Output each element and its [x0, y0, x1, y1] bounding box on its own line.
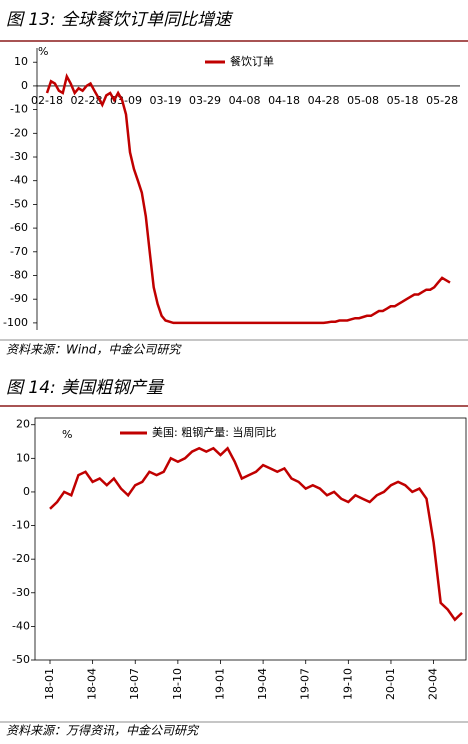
x-tick-label: 04-08 [229, 94, 261, 107]
y-tick-label: 0 [23, 485, 30, 498]
x-tick-label: 05-08 [347, 94, 379, 107]
x-tick-label: 05-28 [426, 94, 458, 107]
x-tick-label: 05-18 [387, 94, 419, 107]
y-tick-label: 0 [21, 79, 28, 92]
y-tick-label: -90 [10, 292, 28, 305]
source-note: 资料来源：万得资讯，中金公司研究 [6, 724, 200, 738]
y-tick-label: -60 [10, 221, 28, 234]
y-tick-label: -10 [10, 103, 28, 116]
y-tick-label: 20 [16, 418, 30, 431]
legend-label: 美国: 粗钢产量: 当周同比 [152, 425, 276, 439]
figure-title: 图 14: 美国粗钢产量 [6, 378, 165, 398]
y-tick-label: -30 [10, 150, 28, 163]
source-note: 资料来源：Wind，中金公司研究 [6, 343, 182, 357]
x-tick-label: 19-10 [341, 668, 354, 700]
y-tick-label: -20 [12, 552, 30, 565]
y-tick-label: 10 [16, 451, 30, 464]
x-tick-label: 20-04 [427, 668, 440, 700]
y-tick-label: -40 [12, 619, 30, 632]
figure-title: 图 13: 全球餐饮订单同比增速 [6, 10, 234, 30]
x-tick-label: 19-07 [299, 668, 312, 700]
series-line [45, 72, 451, 325]
x-tick-label: 03-09 [110, 94, 142, 107]
x-tick-label: 03-19 [150, 94, 182, 107]
x-tick-label: 20-01 [384, 668, 397, 700]
x-tick-label: 02-28 [71, 94, 103, 107]
x-tick-label: 18-01 [43, 668, 56, 700]
x-tick-label: 02-18 [31, 94, 63, 107]
y-tick-label: -20 [10, 126, 28, 139]
x-tick-label: 18-07 [128, 668, 141, 700]
y-tick-label: -50 [12, 653, 30, 666]
x-tick-label: 04-18 [268, 94, 300, 107]
x-tick-label: 19-01 [213, 668, 226, 700]
plot-frame [34, 417, 467, 661]
y-tick-label: -30 [12, 586, 30, 599]
y-unit: % [38, 45, 48, 58]
x-tick-label: 03-29 [189, 94, 221, 107]
series-line [49, 446, 463, 622]
y-tick-label: -100 [3, 316, 28, 329]
y-tick-label: -50 [10, 197, 28, 210]
x-tick-label: 18-04 [86, 668, 99, 700]
y-tick-label: -40 [10, 174, 28, 187]
y-tick-label: 10 [14, 55, 28, 68]
x-tick-label: 04-28 [308, 94, 340, 107]
y-tick-label: -80 [10, 268, 28, 281]
x-tick-label: 19-04 [256, 668, 269, 700]
legend-label: 餐饮订单 [230, 54, 274, 68]
y-tick-label: -10 [12, 519, 30, 532]
y-unit: % [62, 428, 72, 441]
y-tick-label: -70 [10, 245, 28, 258]
x-tick-label: 18-10 [171, 668, 184, 700]
